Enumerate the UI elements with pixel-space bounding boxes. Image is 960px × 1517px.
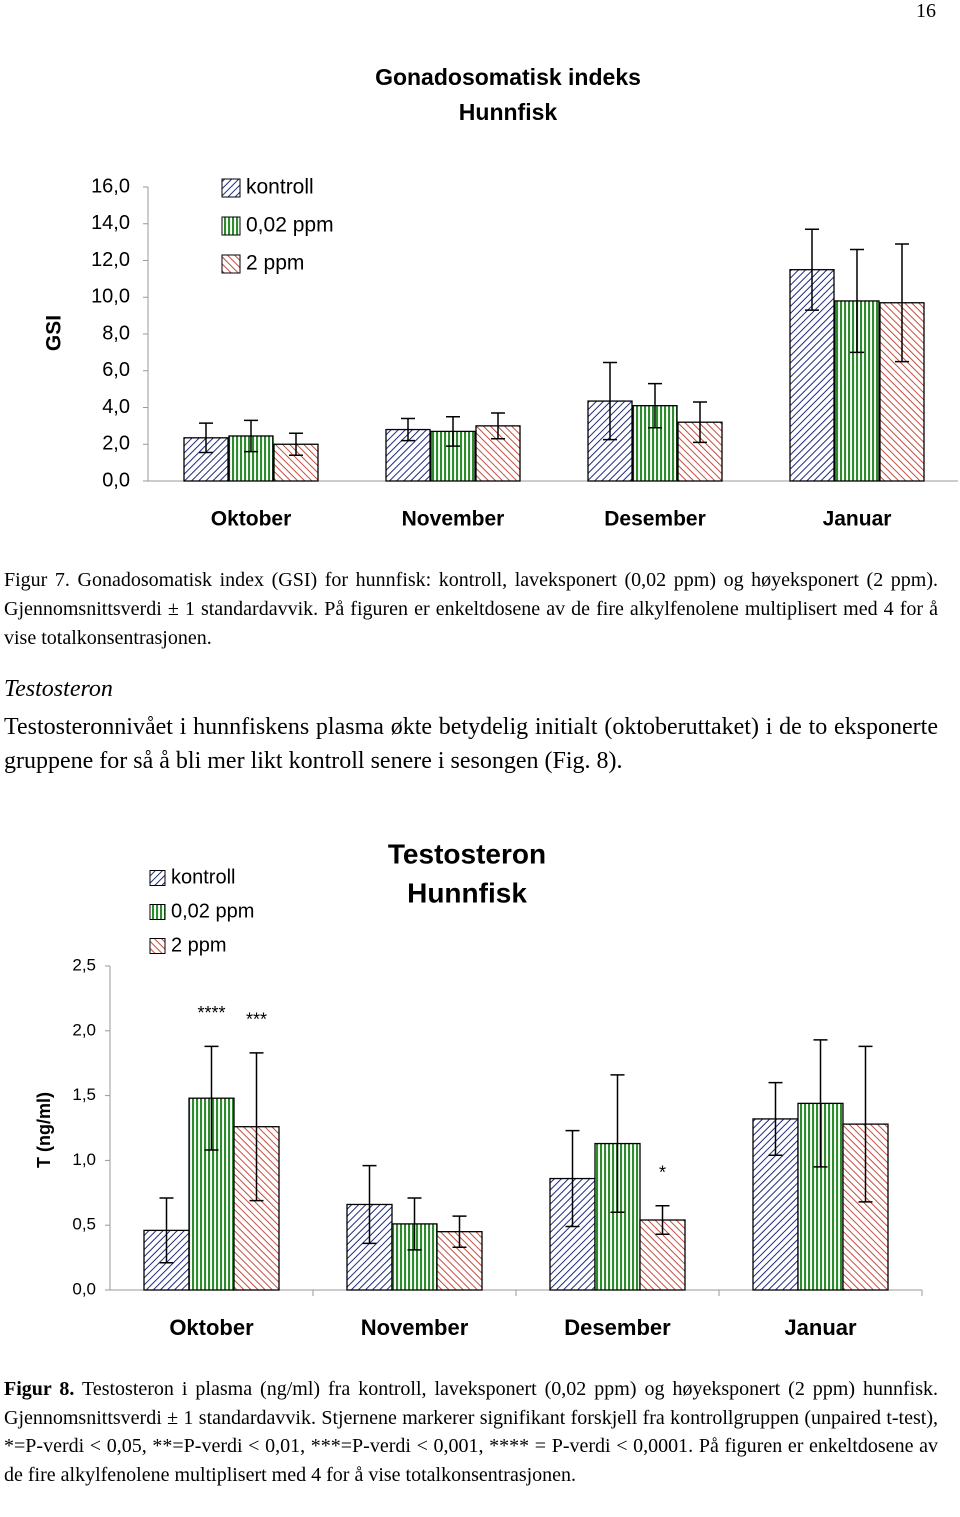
y-axis-label: GSI [43, 315, 66, 351]
y-tick-label: 2,5 [72, 955, 96, 974]
error-bar [858, 1045, 873, 1203]
legend-label: 2 ppm [171, 934, 227, 956]
legend-label: 0,02 ppm [171, 900, 254, 922]
caption-text: Gonadosomatisk index (GSI) for hunnfisk:… [4, 569, 939, 649]
y-tick-label: 8,0 [102, 322, 130, 344]
error-bar [452, 1215, 467, 1248]
y-tick-label: 16,0 [91, 175, 130, 197]
error-bar [693, 401, 707, 444]
error-bar [610, 1074, 625, 1213]
legend-swatch [221, 216, 241, 236]
error-bar [895, 243, 909, 363]
paragraph: Testosteronnivået i hunnfiskens plasma ø… [4, 714, 938, 774]
error-bar [289, 432, 303, 457]
chart-subtitle: Hunnfisk [459, 99, 558, 125]
caption-label: Figur 8. [4, 1378, 75, 1400]
x-tick-label: November [402, 508, 505, 531]
legend-swatch [149, 938, 166, 954]
legend-swatch [221, 254, 241, 274]
error-bar [159, 1197, 174, 1264]
bar [587, 400, 633, 482]
y-tick-label: 4,0 [102, 396, 130, 418]
legend-label: 0,02 ppm [246, 214, 334, 237]
error-bar [244, 419, 258, 453]
error-bar [850, 248, 864, 354]
error-bar [401, 417, 415, 442]
chart-title: Testosteron [388, 838, 546, 869]
bar [273, 443, 319, 482]
error-bar [407, 1197, 422, 1251]
error-bar [565, 1129, 580, 1228]
error-bar [813, 1039, 828, 1168]
error-bar [446, 415, 460, 447]
legend-label: 2 ppm [246, 252, 304, 275]
error-bar [204, 1045, 219, 1151]
chart-title: Gonadosomatisk indeks [375, 64, 641, 90]
caption-label: Figur 7. [4, 569, 70, 591]
error-bar [199, 422, 213, 454]
y-axis-label: T (ng/ml) [34, 1092, 54, 1168]
y-tick-label: 2,0 [102, 433, 130, 455]
legend-swatch [149, 904, 166, 920]
caption-text: Testosteron i plasma (ng/ml) fra kontrol… [4, 1378, 938, 1486]
x-tick-label: Oktober [211, 508, 292, 531]
figure-caption: Figur 7. Gonadosomatisk index (GSI) for … [4, 566, 938, 653]
significance-label: * [659, 1163, 666, 1183]
error-bar [249, 1052, 264, 1202]
significance-label: **** [197, 1003, 225, 1023]
legend-swatch [221, 178, 241, 198]
error-bar [768, 1081, 783, 1156]
error-bar [491, 412, 505, 440]
page-number: 16 [916, 0, 936, 22]
x-tick-label: Januar [784, 1315, 857, 1340]
y-tick-label: 6,0 [102, 359, 130, 381]
y-tick-label: 10,0 [91, 286, 130, 308]
y-tick-label: 1,5 [72, 1085, 96, 1104]
figure-caption: Figur 8. Testosteron i plasma (ng/ml) fr… [4, 1375, 938, 1489]
x-tick-label: Januar [823, 508, 892, 531]
x-tick-label: Desember [564, 1315, 671, 1340]
y-tick-label: 2,0 [72, 1020, 96, 1039]
error-bar [648, 382, 662, 429]
x-tick-label: November [361, 1315, 469, 1340]
chart: Testosteron Hunnfisk T (ng/ml) 0,0 0,5 1,0 1,5… [34, 838, 923, 1340]
x-tick-label: Oktober [169, 1315, 254, 1340]
legend-label: kontroll [246, 176, 314, 199]
significance-label: *** [246, 1010, 267, 1030]
error-bar [805, 228, 819, 311]
section-heading: Testosteron [4, 676, 113, 702]
chart: Gonadosomatisk indeks Hunnfisk GSI 0,0 2,0 4,… [43, 64, 958, 531]
y-tick-label: 14,0 [91, 212, 130, 234]
x-tick-label: Desember [604, 508, 706, 531]
y-tick-label: 0,0 [102, 469, 130, 491]
error-bar [603, 361, 617, 441]
y-tick-label: 0,5 [72, 1215, 96, 1234]
error-bar [655, 1205, 670, 1236]
chart-subtitle: Hunnfisk [407, 877, 527, 908]
legend-label: kontroll [171, 866, 235, 888]
y-tick-label: 12,0 [91, 249, 130, 271]
legend-swatch [149, 870, 166, 886]
y-tick-label: 1,0 [72, 1150, 96, 1169]
y-tick-label: 0,0 [72, 1279, 96, 1298]
error-bar [362, 1164, 377, 1245]
